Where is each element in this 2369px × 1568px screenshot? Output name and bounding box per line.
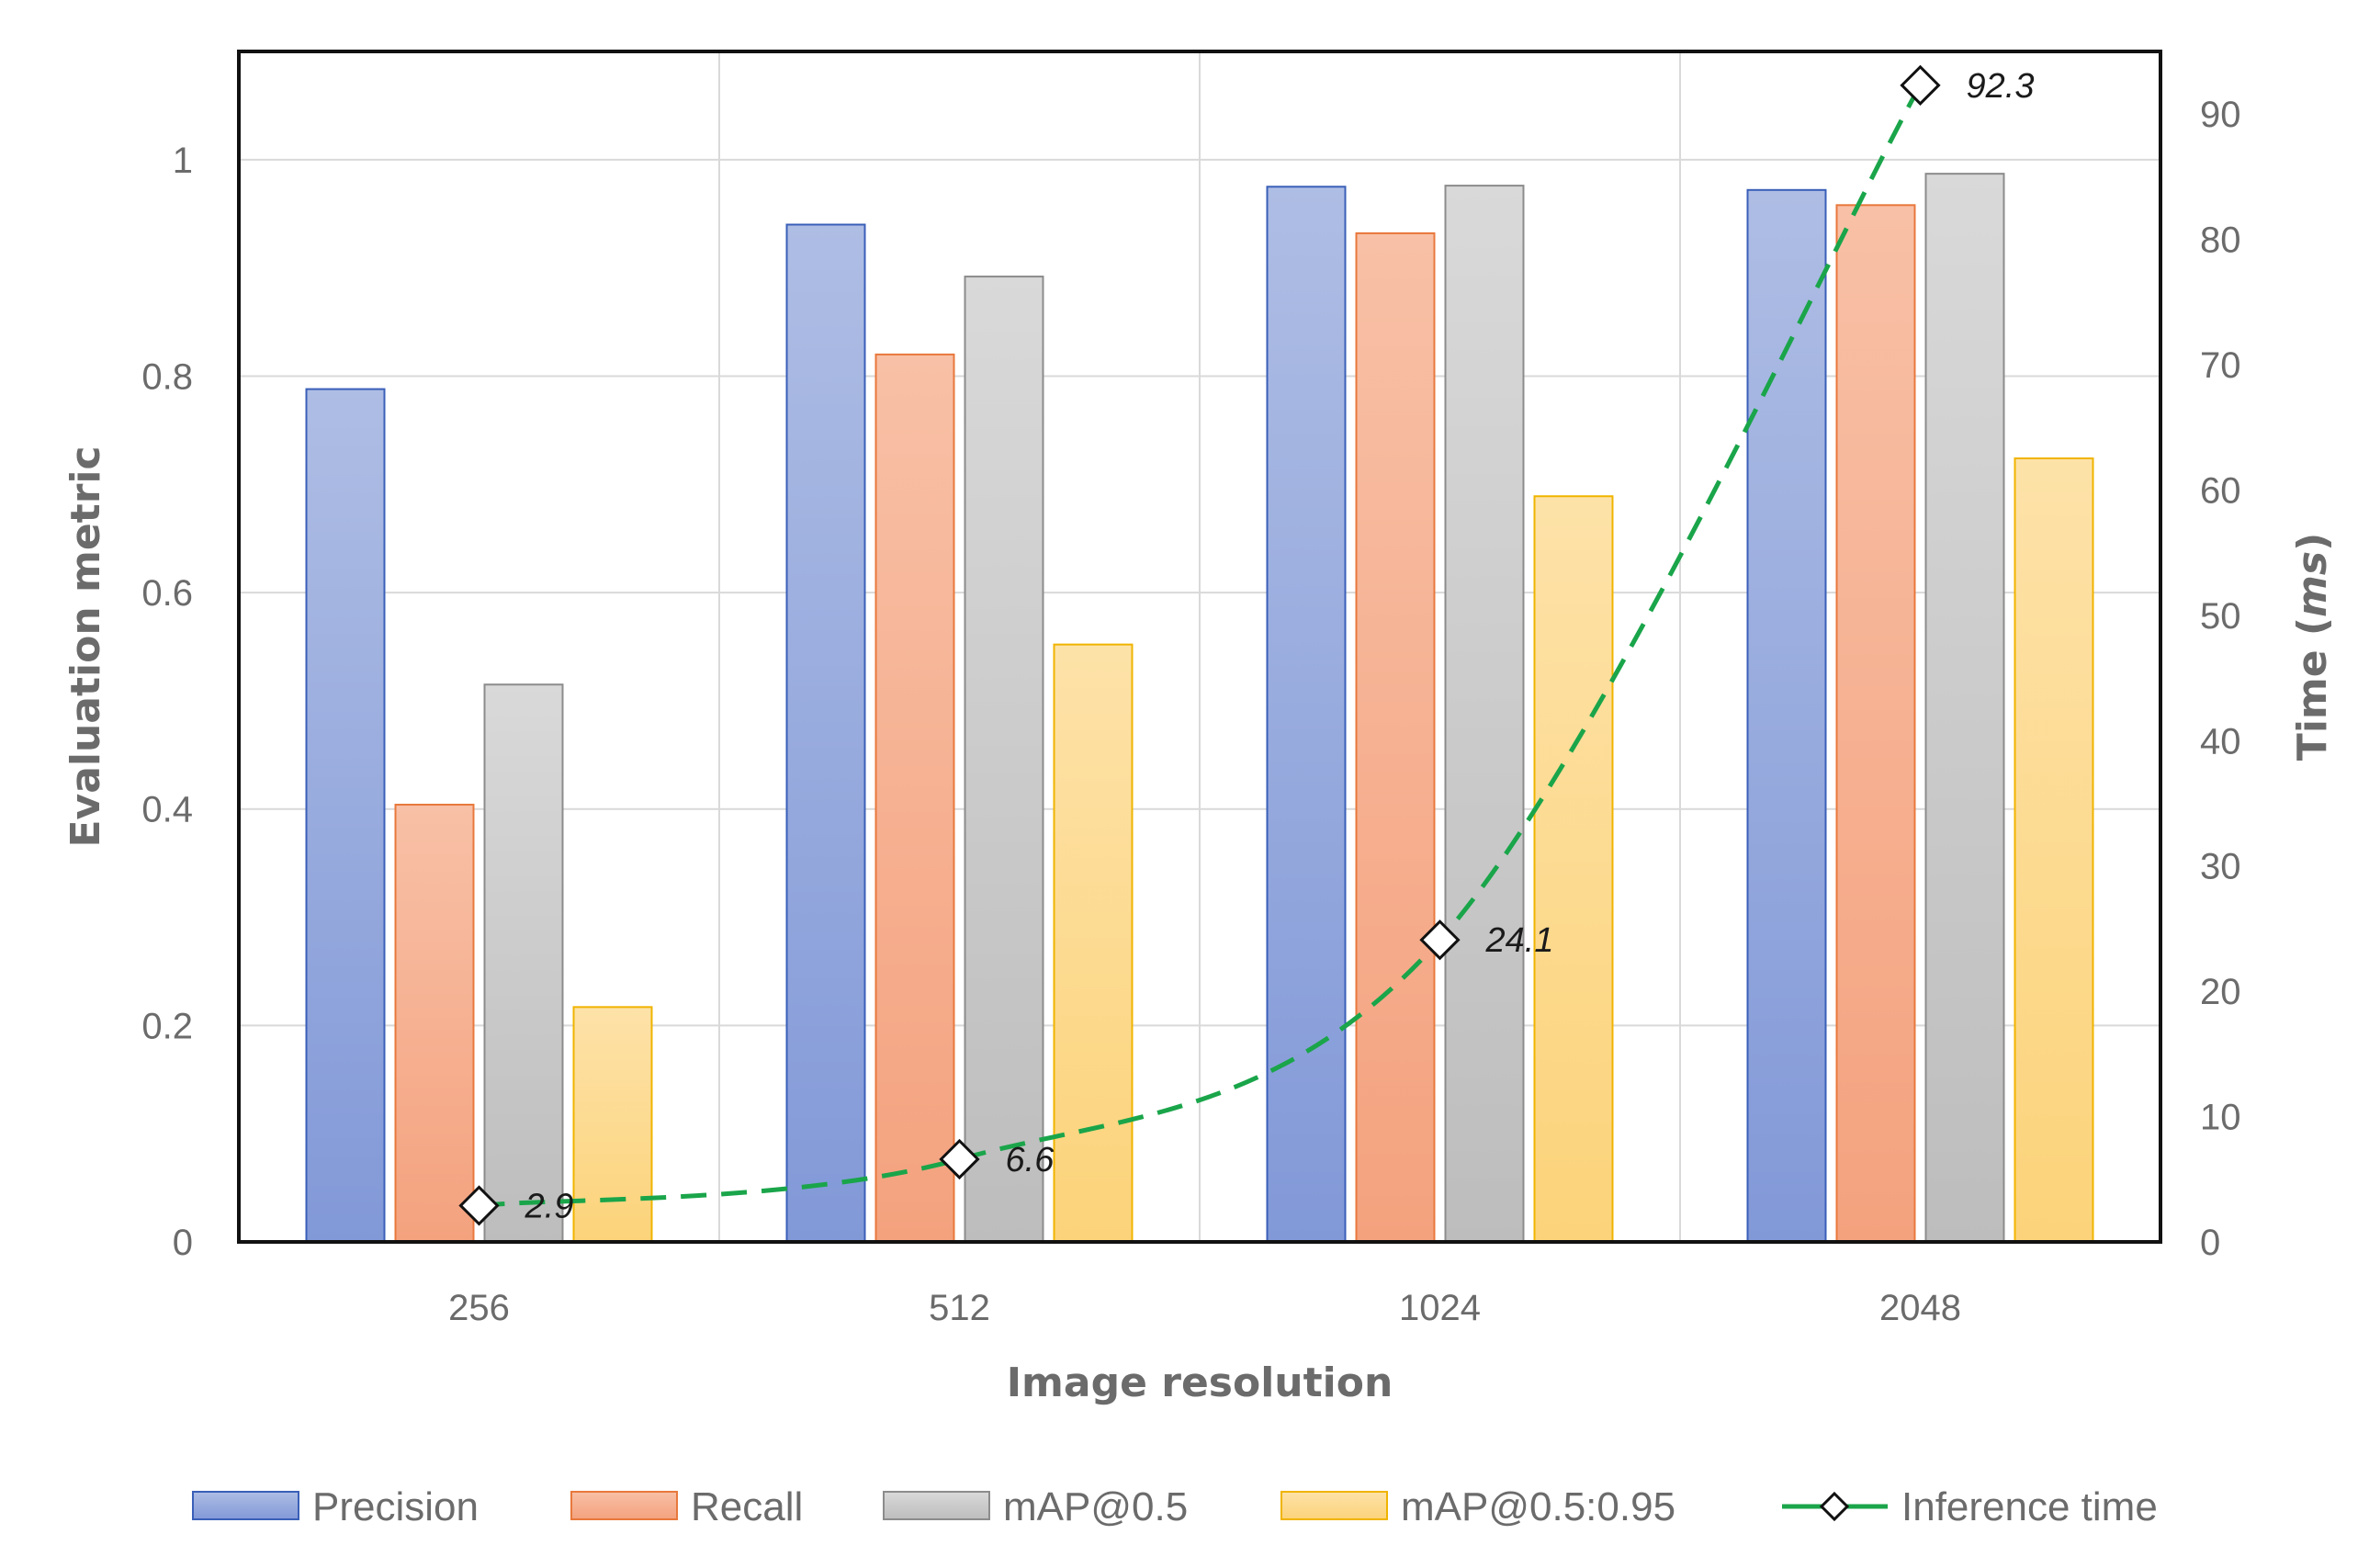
- inference-time-marker-1024: [1419, 919, 1461, 961]
- left-axis-ticks: 0 0.2 0.4 0.6 0.8 1: [141, 141, 193, 1263]
- legend-label-precision: Precision: [312, 1484, 479, 1529]
- bar-recall-256: [394, 804, 475, 1243]
- inference-time-marker-256: [458, 1185, 500, 1226]
- y-tick-label: 0.2: [141, 1006, 193, 1046]
- plot-frame: [237, 50, 2162, 1244]
- y-tick-label: 0.8: [141, 356, 193, 397]
- y2-tick-label: 70: [2200, 345, 2241, 386]
- y2-tick-label: 20: [2200, 972, 2241, 1012]
- y2-tick-label: 60: [2200, 470, 2241, 511]
- bar-recall-512: [874, 353, 955, 1243]
- legend-label-map-0-5-0-95: mAP@0.5:0.95: [1401, 1484, 1675, 1529]
- bar-recall-1024: [1355, 231, 1436, 1243]
- inference-time-line: 2.9 6.6 24.1 92.3: [458, 64, 2035, 1226]
- y-tick-label: 1: [173, 141, 193, 181]
- legend-label-map-0-5: mAP@0.5: [1003, 1484, 1188, 1529]
- x-tick-label: 512: [929, 1288, 990, 1328]
- inference-time-label-2048: 92.3: [1967, 67, 2035, 106]
- x-tick-label: 256: [448, 1288, 510, 1328]
- bar-map-0-5-0-95-1024: [1533, 495, 1614, 1243]
- legend-label-recall: Recall: [691, 1484, 803, 1529]
- y-tick-label: 0.4: [141, 790, 193, 830]
- legend: Precision Recall mAP@0.5 mAP@0.5:0.95 Infere…: [192, 1484, 2158, 1529]
- right-axis-ticks: 0 10 20 30 40 50 60 70 80 90: [2200, 95, 2241, 1263]
- bar-map-0-5-256: [483, 683, 564, 1243]
- inference-time-marker-2048: [1900, 64, 1941, 106]
- y-tick-label: 0: [173, 1223, 193, 1263]
- y2-tick-label: 30: [2200, 847, 2241, 887]
- y2-tick-label: 0: [2200, 1223, 2220, 1263]
- bar-precision-1024: [1266, 186, 1347, 1244]
- y2-tick-label: 80: [2200, 220, 2241, 261]
- bar-map-0-5-2048: [1924, 173, 2005, 1244]
- legend-swatch-map-0-5-0-95: [1280, 1491, 1388, 1520]
- inference-time-marker-512: [939, 1138, 980, 1180]
- bar-precision-2048: [1746, 188, 1827, 1244]
- x-tick-label: 2048: [1879, 1288, 1961, 1328]
- bar-map-0-5-0-95-256: [572, 1006, 653, 1244]
- y-tick-label: 0.6: [141, 573, 193, 614]
- x-axis-ticks: 256 512 1024 2048: [448, 1288, 1961, 1328]
- bar-precision-256: [305, 388, 386, 1243]
- inference-time-label-1024: 24.1: [1485, 921, 1554, 960]
- bar-recall-2048: [1835, 204, 1916, 1244]
- legend-swatch-precision: [192, 1491, 299, 1520]
- x-axis-title: Image resolution: [1007, 1359, 1393, 1406]
- y2-tick-label: 10: [2200, 1098, 2241, 1138]
- legend-label-inference-time: Inference time: [1901, 1484, 2158, 1529]
- bar-map-0-5-1024: [1444, 185, 1525, 1243]
- bar-precision-512: [785, 223, 866, 1244]
- legend-swatch-recall: [570, 1491, 678, 1520]
- x-tick-label: 1024: [1399, 1288, 1481, 1328]
- inference-time-label-512: 6.6: [1006, 1141, 1055, 1179]
- y2-tick-label: 40: [2200, 721, 2241, 761]
- legend-marker-inference-time: [1819, 1491, 1850, 1522]
- bar-map-0-5-0-95-2048: [2014, 457, 2094, 1244]
- y2-tick-label: 50: [2200, 596, 2241, 637]
- inference-time-label-256: 2.9: [525, 1187, 574, 1225]
- bar-map-0-5-512: [964, 276, 1044, 1244]
- legend-swatch-map-0-5: [883, 1491, 990, 1520]
- y2-tick-label: 90: [2200, 95, 2241, 135]
- y2-axis-title: Time (ms): [2289, 533, 2336, 761]
- inference-time-curve: [479, 84, 1923, 1208]
- y-axis-title: Evaluation metric: [62, 446, 109, 847]
- bar-map-0-5-0-95-512: [1053, 643, 1134, 1243]
